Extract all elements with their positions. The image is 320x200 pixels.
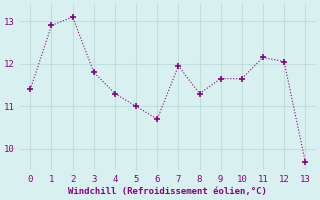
X-axis label: Windchill (Refroidissement éolien,°C): Windchill (Refroidissement éolien,°C) — [68, 187, 267, 196]
